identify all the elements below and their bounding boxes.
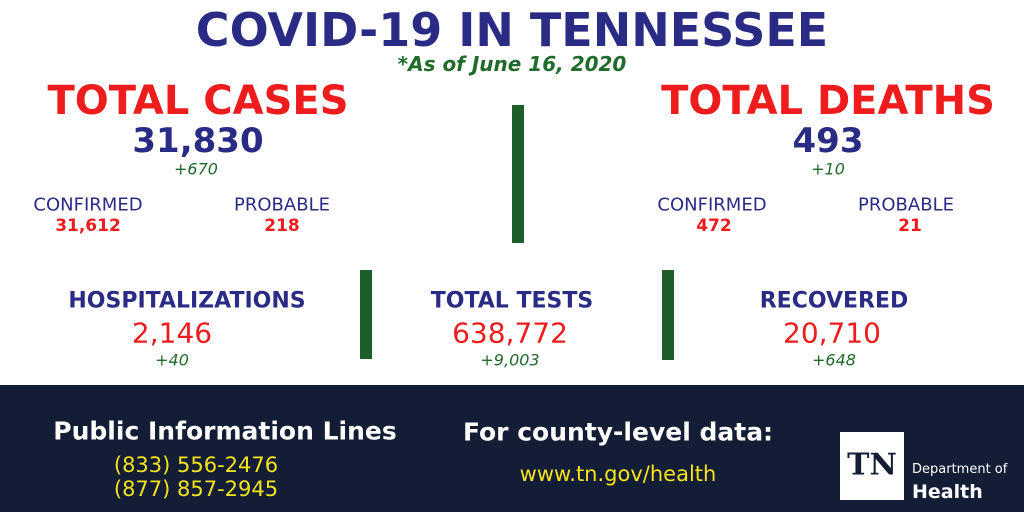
cases-probable-label: PROBABLE	[234, 194, 330, 216]
deaths-confirmed-label: CONFIRMED	[657, 194, 767, 216]
cases-probable: 218	[264, 216, 300, 236]
tests-label: TOTAL TESTS	[430, 288, 594, 314]
cases-confirmed-label: CONFIRMED	[33, 194, 143, 216]
tests-change: +9,003	[480, 350, 540, 370]
recovered-value: 20,710	[783, 316, 881, 350]
deaths-probable-label: PROBABLE	[858, 194, 954, 216]
logo-mark: TN	[847, 447, 897, 483]
logo-box	[840, 432, 904, 500]
hospitalizations-label: HOSPITALIZATIONS	[68, 288, 306, 314]
deaths-probable: 21	[898, 216, 922, 236]
date: *As of June 16, 2020	[397, 52, 627, 76]
hospitalizations-change: +40	[155, 350, 189, 370]
cases-total: 31,830	[132, 121, 264, 161]
divider	[662, 270, 674, 360]
tests-value: 638,772	[452, 316, 568, 350]
hospitalizations-value: 2,146	[131, 316, 213, 350]
url: www.tn.gov/health	[519, 462, 717, 486]
deaths-confirmed: 472	[696, 216, 732, 236]
recovered-change: +648	[812, 350, 856, 370]
title: COVID-19 IN TENNESSEE	[195, 3, 829, 57]
deaths-label: TOTAL DEATHS	[661, 78, 995, 124]
recovered-label: RECOVERED	[759, 288, 909, 314]
phone: (833) 556-2476	[113, 453, 279, 477]
cases-change: +670	[174, 159, 218, 179]
cases-label: TOTAL CASES	[47, 78, 349, 124]
deaths-total: 493	[792, 121, 864, 161]
divider	[360, 270, 372, 359]
cases-confirmed: 31,612	[55, 216, 121, 236]
logo-line1: Department of	[912, 462, 1008, 477]
logo-line2: Health	[912, 481, 983, 503]
divider	[512, 105, 524, 243]
phone: (877) 857-2945	[113, 477, 279, 501]
lines-title: Public Information Lines	[53, 416, 397, 446]
county-title: For county-level data:	[462, 417, 774, 447]
deaths-change: +10	[811, 159, 845, 179]
